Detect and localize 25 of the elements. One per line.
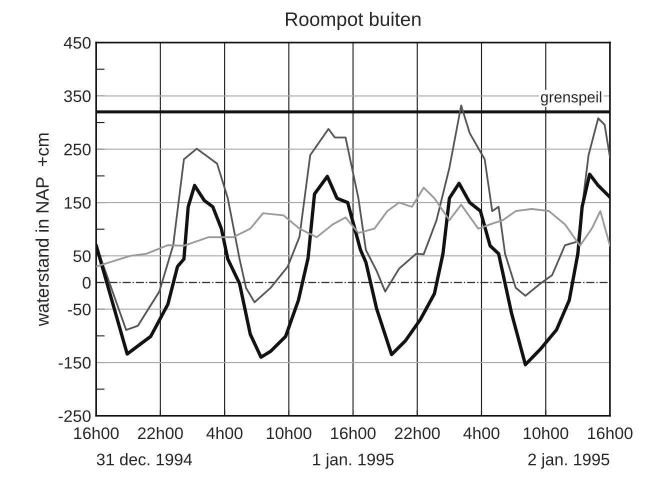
x-tick-label: 4h00 — [463, 426, 500, 440]
x-tick-label: 22h00 — [394, 426, 440, 440]
y-tick-label: 250 — [64, 144, 91, 156]
text: 31 dec. 1994 — [96, 453, 192, 466]
x-tick-label: 10h00 — [524, 426, 568, 440]
x-tick-label: 10h00 — [266, 426, 312, 440]
y-tick-label: 150 — [64, 196, 91, 209]
text: 2 jan. 1995 — [528, 453, 610, 469]
line-series — [96, 186, 610, 268]
y-tick-label: 450 — [64, 36, 91, 49]
x-tick-label: 16h00 — [588, 426, 632, 440]
y-tick-label: 0 — [82, 276, 91, 289]
x-tick-label: 4h00 — [206, 426, 242, 440]
x-tick-label: 16h00 — [74, 426, 119, 440]
ref-line-label: grenspeil — [540, 91, 602, 106]
y-tick-label: 50 — [73, 250, 91, 262]
y-tick-label: -250 — [58, 410, 91, 422]
text: 1 jan. 1995 — [313, 453, 394, 469]
y-axis-title: waterstand in NAP +cm — [36, 133, 49, 326]
chart-title: Roompot buiten — [286, 12, 420, 30]
y-tick-label: -150 — [58, 356, 91, 369]
y-tick-label: 350 — [64, 90, 91, 102]
x-tick-label: 22h00 — [138, 426, 183, 440]
x-tick-label: 16h00 — [331, 426, 376, 440]
y-tick-label: -50 — [68, 304, 91, 316]
